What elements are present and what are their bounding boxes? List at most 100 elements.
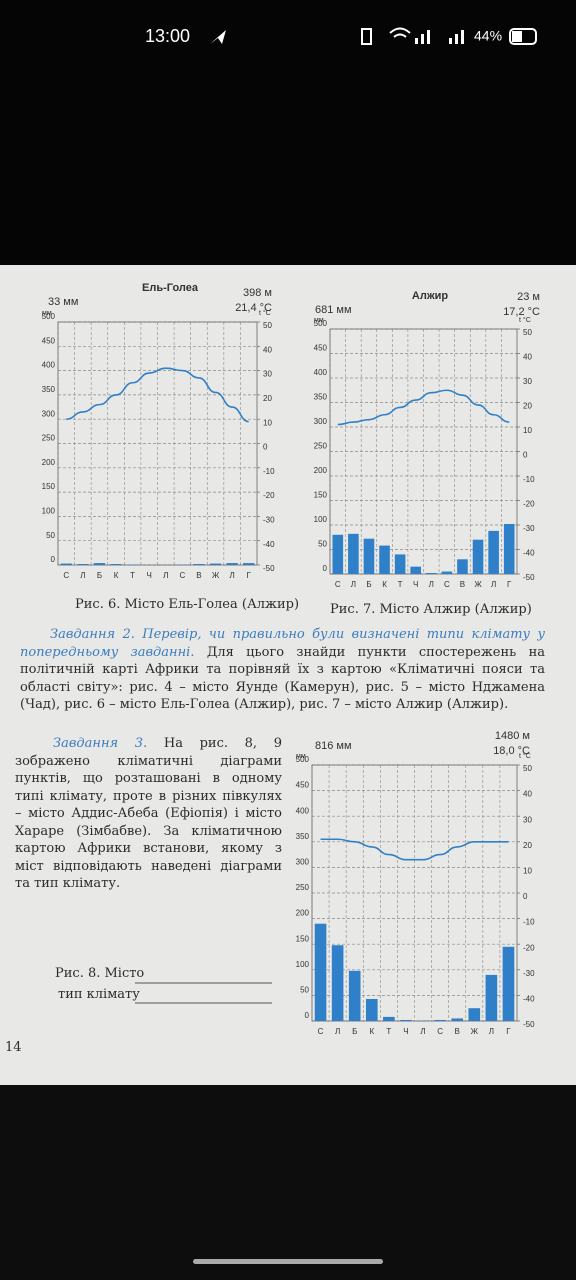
precipitation-bar [457, 559, 468, 574]
y-tick-label: 100 [296, 960, 310, 969]
location-icon [210, 30, 226, 44]
precipitation-bar [485, 974, 498, 1021]
x-tick-label: Л [230, 571, 235, 580]
y2-tick-label: -30 [523, 969, 535, 978]
y-tick-label: 150 [296, 934, 310, 943]
altitude: 1480 м [495, 730, 530, 742]
precipitation-total: 681 мм [315, 304, 352, 316]
x-tick-label: Ж [212, 571, 220, 580]
y2-tick-label: -20 [523, 943, 535, 952]
y2-tick-label: 10 [523, 426, 532, 435]
precipitation-bar [472, 539, 484, 574]
x-tick-label: С [63, 571, 69, 580]
precipitation-bar [93, 563, 106, 565]
precipitation-bar [400, 1019, 412, 1021]
x-tick-label: Т [130, 571, 135, 580]
x-tick-label: Л [489, 1027, 494, 1036]
y-unit: мм [314, 317, 324, 324]
book-page [0, 265, 576, 1085]
mean-temperature: 17,2 °C [503, 306, 540, 318]
precipitation-bar [434, 1019, 446, 1021]
y2-tick-label: 10 [263, 418, 272, 427]
temperature-line [66, 367, 249, 423]
signal-icon [427, 30, 430, 44]
mean-temperature: 18,0 °C [493, 745, 530, 757]
y2-tick-label: -50 [263, 564, 275, 573]
y-tick-label: 400 [296, 806, 310, 815]
precipitation-bar [383, 1016, 395, 1021]
signal-icon [461, 30, 464, 44]
y-tick-label: 300 [42, 409, 56, 418]
precipitation-bar [348, 970, 361, 1021]
y2-tick-label: -10 [523, 918, 535, 927]
precipitation-bar [503, 524, 515, 574]
y2-tick-label: -40 [523, 995, 535, 1004]
x-tick-label: К [382, 580, 387, 589]
signal-icon [455, 34, 458, 44]
precipitation-total: 816 мм [315, 740, 352, 752]
x-tick-label: Л [163, 571, 168, 580]
y2-tick-label: -50 [523, 1020, 535, 1029]
battery-level [512, 31, 522, 42]
y-tick-label: 200 [314, 466, 328, 475]
y-tick-label: 350 [42, 385, 56, 394]
x-tick-label: Л [420, 1027, 425, 1036]
y2-tick-label: 50 [523, 328, 532, 337]
y-tick-label: 400 [42, 361, 56, 370]
y-tick-label: 200 [296, 909, 310, 918]
precipitation-bar [410, 566, 422, 574]
y2-tick-label: 0 [263, 443, 268, 452]
y2-unit: t °C [519, 752, 531, 760]
x-tick-label: Ч [403, 1027, 408, 1036]
y-tick-label: 100 [314, 515, 328, 524]
x-tick-label: Ч [413, 580, 418, 589]
precipitation-bar [243, 563, 255, 565]
signal-icon [421, 34, 424, 44]
altitude: 23 м [517, 291, 540, 303]
precipitation-bar [451, 1018, 464, 1021]
plot-frame [57, 321, 258, 566]
y-tick-label: 400 [314, 368, 328, 377]
precipitation-bar [488, 530, 499, 574]
precipitation-bar [60, 563, 72, 565]
y2-tick-label: 0 [523, 892, 528, 901]
y-tick-label: 50 [46, 531, 55, 540]
vibrate-icon [361, 28, 372, 45]
y2-tick-label: -20 [263, 491, 275, 500]
precipitation-bar [110, 564, 122, 565]
y-tick-label: 150 [314, 491, 328, 500]
y-tick-label: 50 [318, 540, 327, 549]
signal-icon [449, 38, 452, 44]
y-tick-label: 350 [314, 393, 328, 402]
y2-tick-label: -10 [523, 475, 535, 484]
y2-tick-label: 40 [523, 790, 532, 799]
y-tick-label: 200 [42, 458, 56, 467]
y2-tick-label: 20 [523, 402, 532, 411]
plot-frame [329, 328, 518, 575]
x-tick-label: С [444, 580, 450, 589]
x-tick-label: С [318, 1027, 324, 1036]
y-tick-label: 450 [42, 336, 56, 345]
plot-frame [311, 764, 518, 1022]
x-tick-label: Ч [147, 571, 152, 580]
y2-tick-label: 30 [523, 377, 532, 386]
x-tick-label: Ж [471, 1027, 479, 1036]
y-unit: мм [42, 310, 52, 317]
task-2: Завдання 2. Перевір, чи правильно були в… [20, 626, 545, 714]
task-title: Завдання 2. Перевір, чи правильно були в… [20, 627, 545, 660]
chart-title: Алжир [412, 290, 448, 302]
precipitation-bar [209, 563, 222, 565]
x-tick-label: Г [506, 1027, 511, 1036]
y2-tick-label: 50 [263, 321, 272, 330]
y2-unit: t °C [259, 309, 271, 317]
y-tick-label: 500 [42, 312, 56, 321]
x-tick-label: Л [335, 1027, 340, 1036]
precipitation-bar [417, 1020, 429, 1021]
y-tick-label: 300 [314, 417, 328, 426]
y2-tick-label: 50 [523, 764, 532, 773]
y2-tick-label: -50 [523, 573, 535, 582]
x-tick-label: Л [351, 580, 356, 589]
y2-tick-label: 30 [523, 815, 532, 824]
x-tick-label: В [455, 1027, 460, 1036]
